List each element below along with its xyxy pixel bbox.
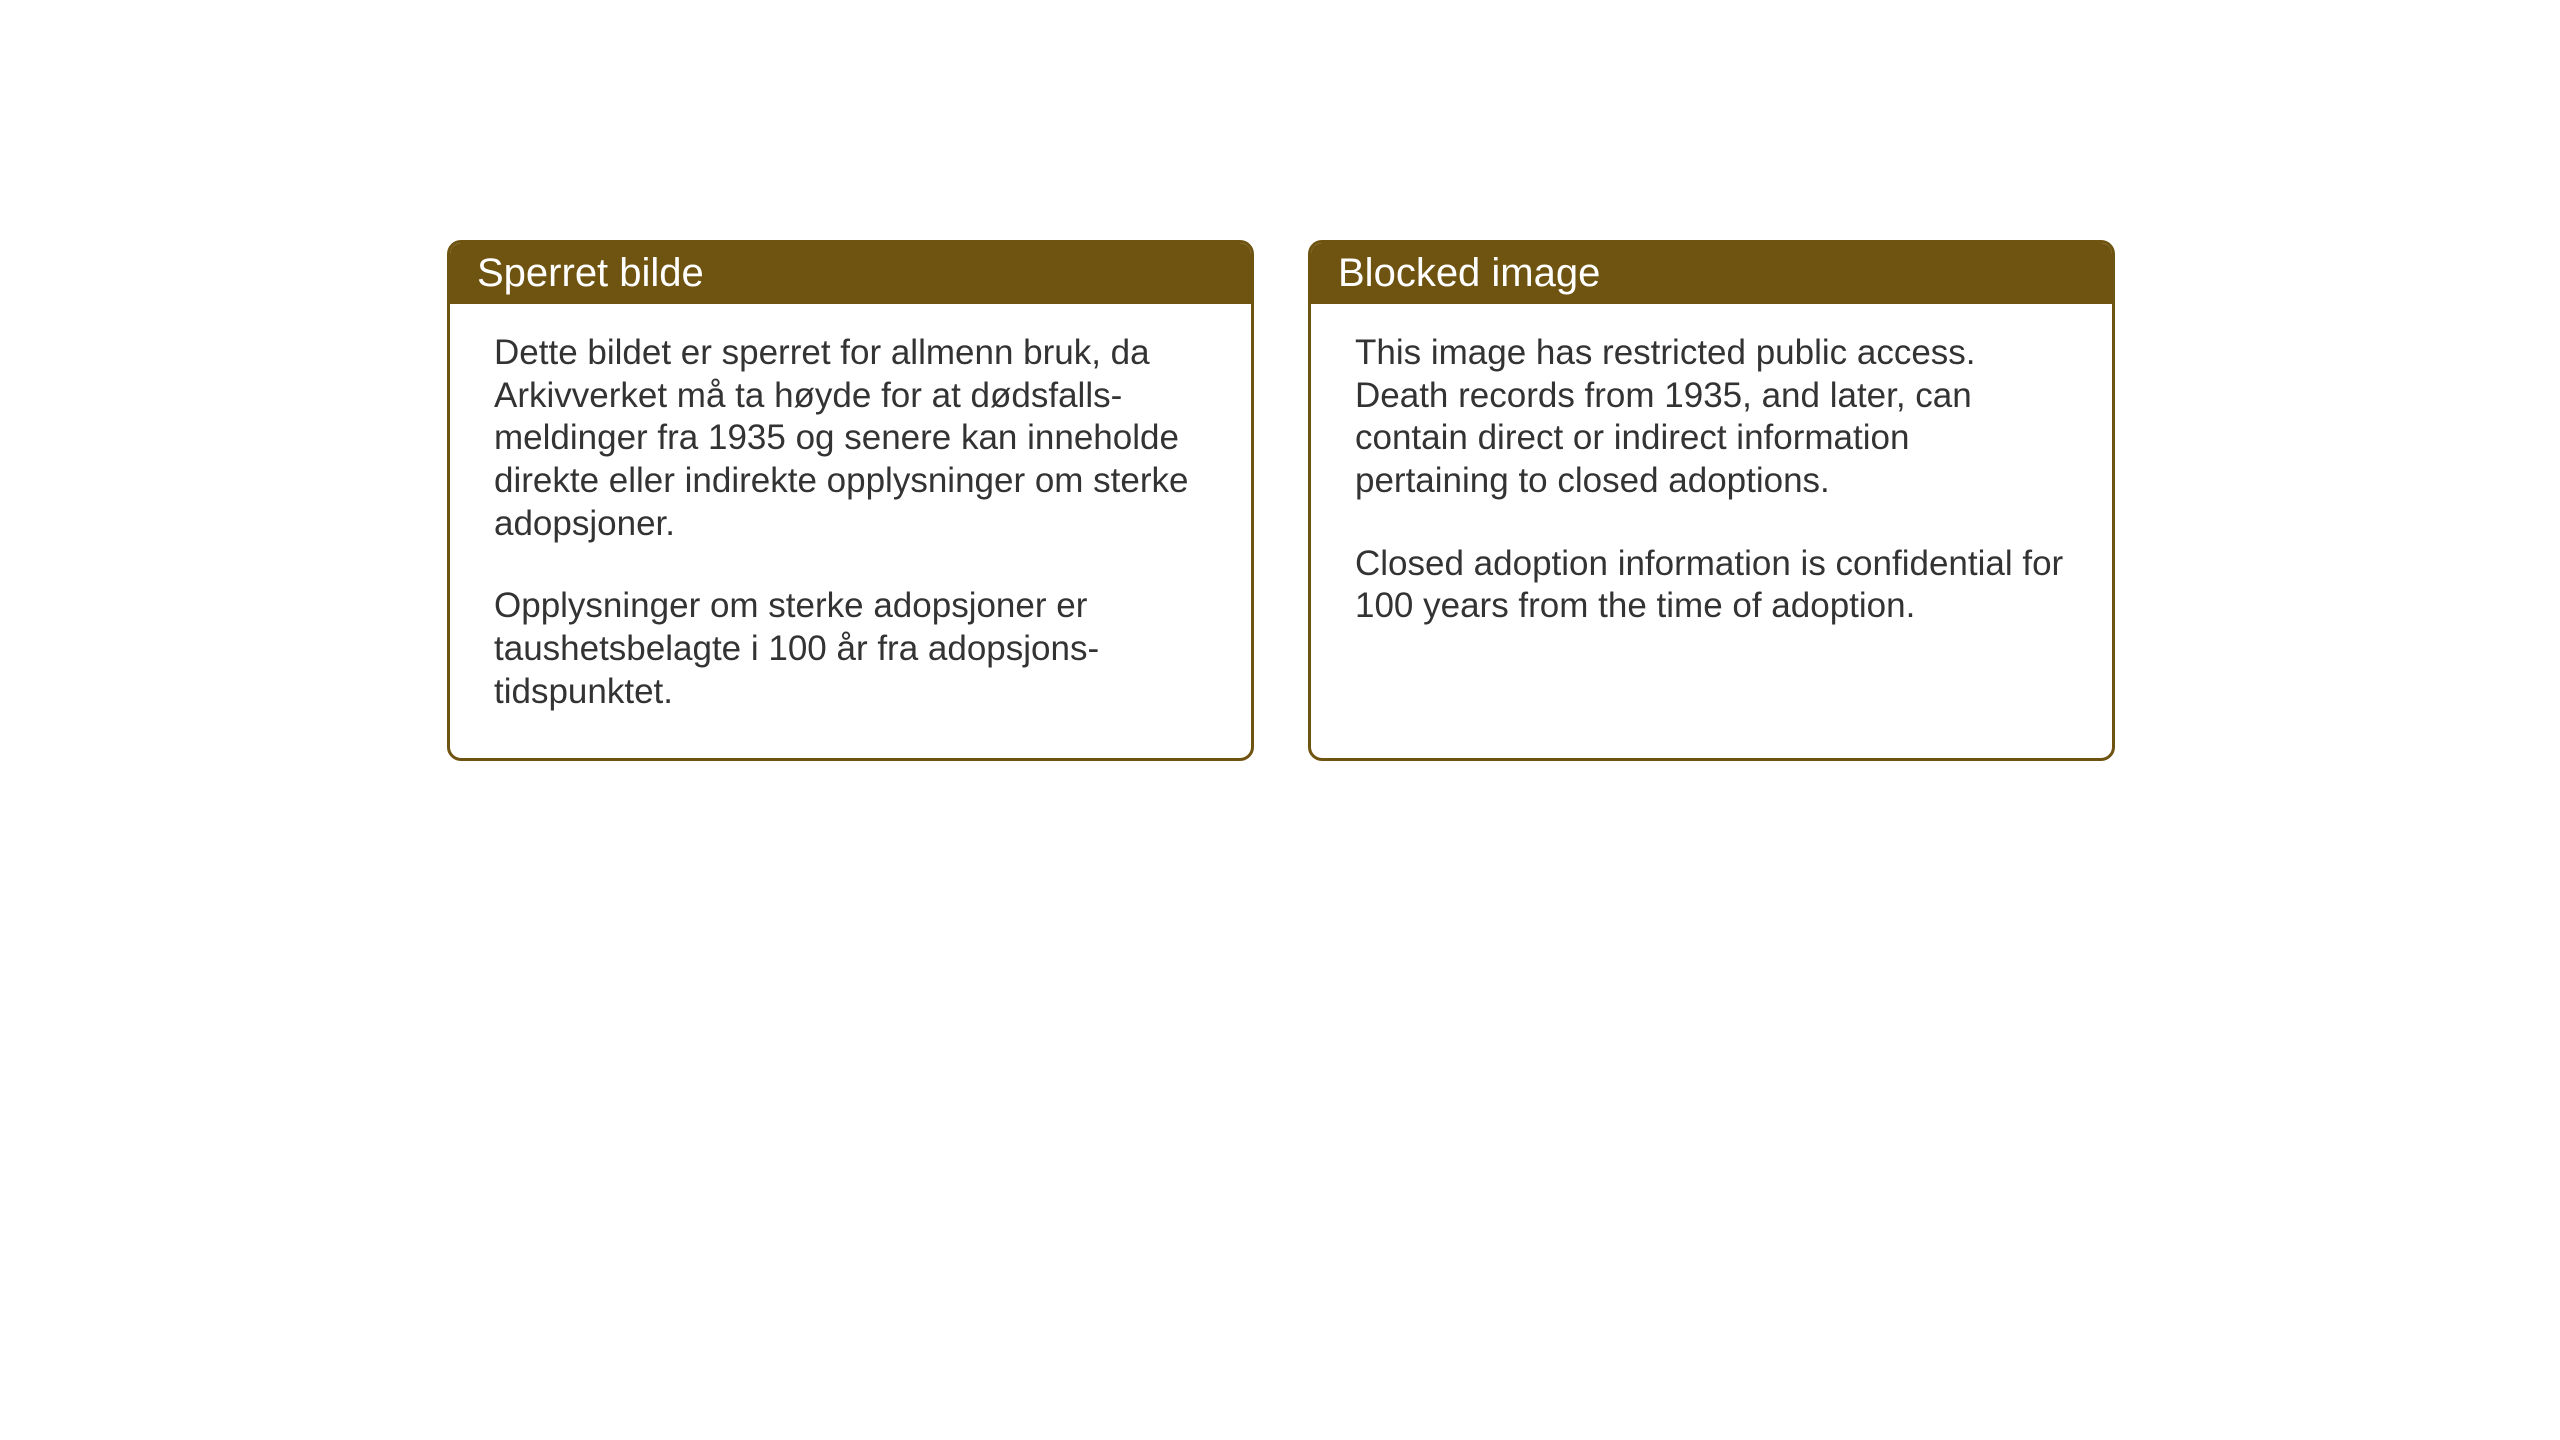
card-header-english: Blocked image xyxy=(1311,243,2112,304)
card-title-english: Blocked image xyxy=(1338,251,1600,295)
card-paragraph-norwegian-1: Dette bildet er sperret for allmenn bruk… xyxy=(494,332,1207,545)
notice-card-english: Blocked image This image has restricted … xyxy=(1308,240,2115,761)
card-title-norwegian: Sperret bilde xyxy=(477,251,704,295)
notice-card-norwegian: Sperret bilde Dette bildet er sperret fo… xyxy=(447,240,1254,761)
notice-container: Sperret bilde Dette bildet er sperret fo… xyxy=(447,240,2115,761)
card-paragraph-english-1: This image has restricted public access.… xyxy=(1355,332,2068,503)
card-header-norwegian: Sperret bilde xyxy=(450,243,1251,304)
card-body-english: This image has restricted public access.… xyxy=(1311,304,2112,672)
card-paragraph-english-2: Closed adoption information is confident… xyxy=(1355,543,2068,628)
card-paragraph-norwegian-2: Opplysninger om sterke adopsjoner er tau… xyxy=(494,585,1207,713)
card-body-norwegian: Dette bildet er sperret for allmenn bruk… xyxy=(450,304,1251,758)
